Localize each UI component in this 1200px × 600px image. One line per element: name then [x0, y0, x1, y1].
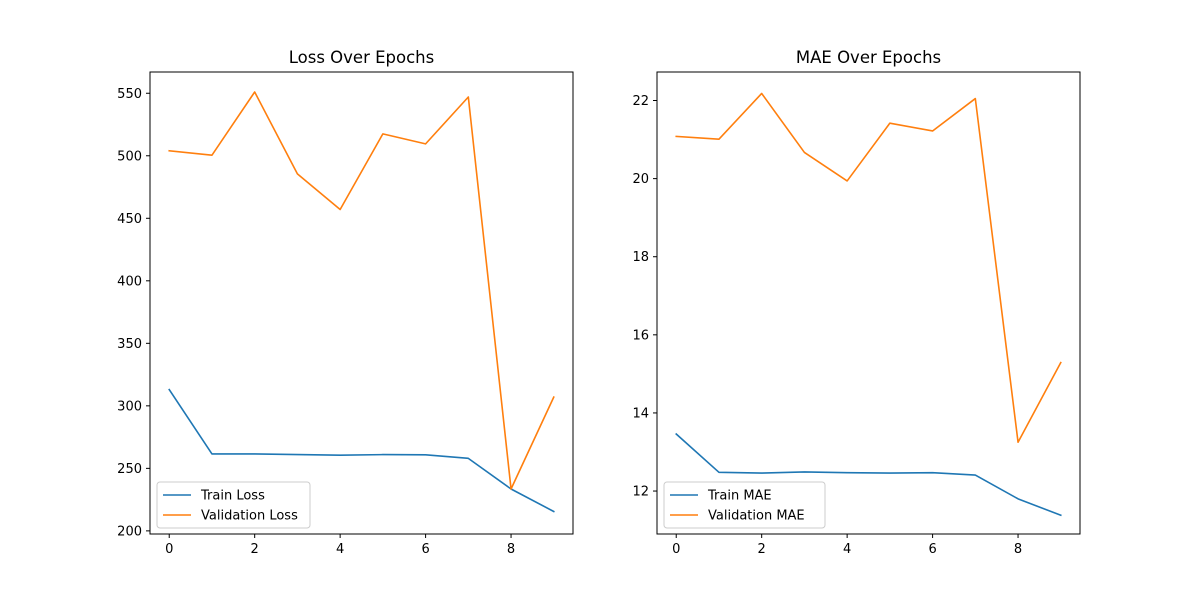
y-tick-label: 350	[117, 337, 142, 352]
y-tick-label: 18	[632, 250, 649, 265]
legend: Train MAE Validation MAE	[663, 481, 826, 529]
x-tick-label: 0	[672, 542, 680, 557]
legend-box	[663, 481, 826, 529]
y-tick-label: 200	[117, 524, 142, 539]
series-line-validation-loss	[168, 91, 555, 490]
y-tick-label: 14	[632, 406, 649, 421]
y-tick-label: 400	[117, 274, 142, 289]
legend-box	[156, 481, 311, 529]
chart-2: MAE Over Epochs 0 2 4 6 8 12 14 16 18 20 22 Train MA…	[632, 48, 1081, 557]
y-tick-label: 20	[632, 172, 649, 187]
x-tick-label: 0	[165, 542, 173, 557]
series-line-validation-mae	[675, 92, 1062, 444]
x-tick-label: 8	[507, 542, 515, 557]
legend-label-validation-loss: Validation Loss	[201, 509, 298, 524]
axes-frame	[656, 71, 1081, 535]
x-tick-label: 4	[336, 542, 344, 557]
y-tick-label: 22	[632, 94, 649, 109]
legend-label-train-loss: Train Loss	[200, 489, 265, 504]
chart-title: MAE Over Epochs	[796, 48, 941, 67]
x-tick-label: 8	[1014, 542, 1022, 557]
y-tick-label: 550	[117, 87, 142, 102]
y-tick-label: 12	[632, 485, 649, 500]
y-tick-label: 16	[632, 328, 649, 343]
chart-title: Loss Over Epochs	[289, 48, 435, 67]
x-tick-label: 2	[251, 542, 259, 557]
legend: Train Loss Validation Loss	[156, 481, 311, 529]
axes-frame	[149, 71, 574, 535]
series-line-train-mae	[675, 432, 1062, 517]
y-tick-label: 250	[117, 462, 142, 477]
legend-label-validation-mae: Validation MAE	[708, 509, 805, 524]
chart-1: Loss Over Epochs 0 2 4 6 8 200 250 300 350 400 450 5…	[117, 48, 574, 557]
x-tick-label: 2	[758, 542, 766, 557]
y-tick-label: 300	[117, 399, 142, 414]
y-tick-label: 500	[117, 149, 142, 164]
x-tick-label: 6	[421, 542, 429, 557]
legend-label-train-mae: Train MAE	[707, 489, 772, 504]
x-tick-label: 4	[843, 542, 851, 557]
x-tick-label: 6	[928, 542, 936, 557]
series-line-train-loss	[168, 388, 555, 513]
y-tick-label: 450	[117, 212, 142, 227]
